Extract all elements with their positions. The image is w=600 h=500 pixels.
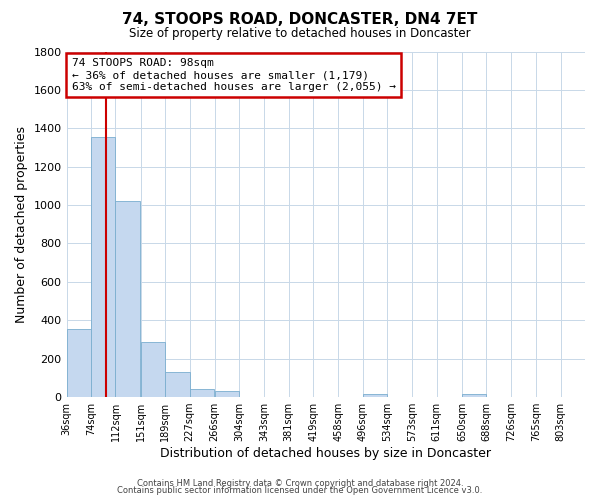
- Text: Size of property relative to detached houses in Doncaster: Size of property relative to detached ho…: [129, 28, 471, 40]
- Text: 74 STOOPS ROAD: 98sqm
← 36% of detached houses are smaller (1,179)
63% of semi-d: 74 STOOPS ROAD: 98sqm ← 36% of detached …: [72, 58, 396, 92]
- Bar: [115, 202, 140, 397]
- Bar: [165, 372, 190, 397]
- Text: Contains HM Land Registry data © Crown copyright and database right 2024.: Contains HM Land Registry data © Crown c…: [137, 478, 463, 488]
- Bar: [91, 137, 115, 397]
- Bar: [67, 329, 91, 397]
- Bar: [215, 392, 239, 397]
- X-axis label: Distribution of detached houses by size in Doncaster: Distribution of detached houses by size …: [160, 447, 491, 460]
- Bar: [462, 394, 487, 397]
- Bar: [140, 342, 165, 397]
- Bar: [363, 394, 387, 397]
- Bar: [190, 389, 214, 397]
- Text: Contains public sector information licensed under the Open Government Licence v3: Contains public sector information licen…: [118, 486, 482, 495]
- Text: 74, STOOPS ROAD, DONCASTER, DN4 7ET: 74, STOOPS ROAD, DONCASTER, DN4 7ET: [122, 12, 478, 28]
- Y-axis label: Number of detached properties: Number of detached properties: [15, 126, 28, 323]
